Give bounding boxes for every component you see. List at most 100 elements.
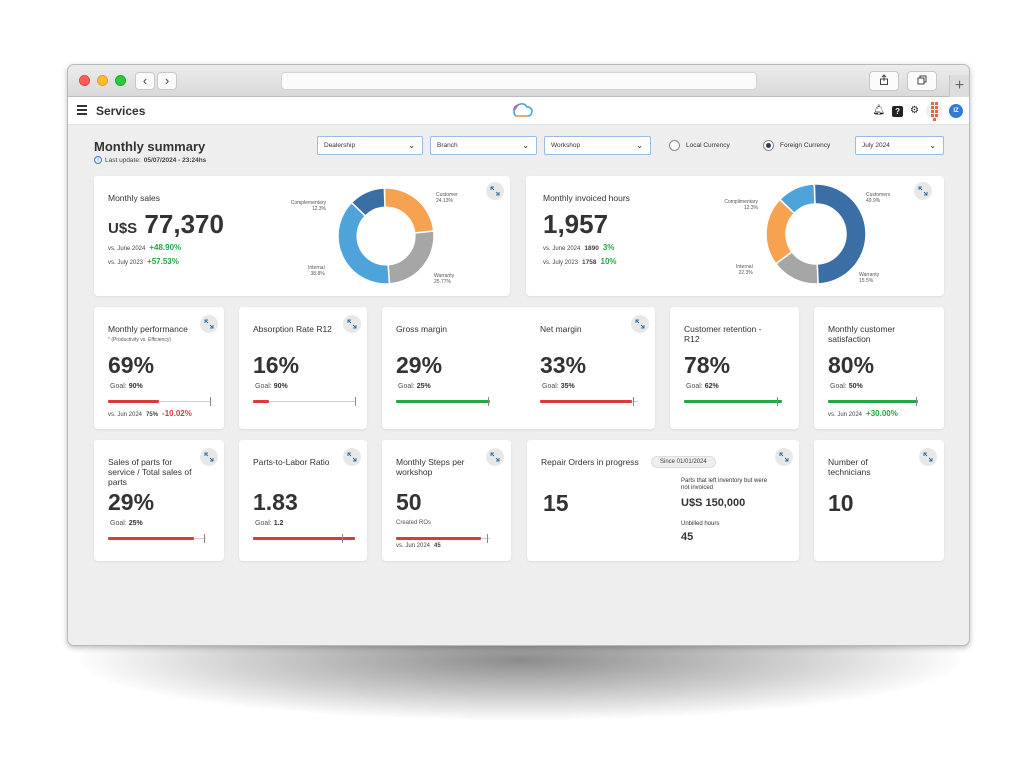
donut-label-complementary: Complementary 12.3% xyxy=(290,200,326,212)
parts-sales-card: Sales of parts for service / Total sales… xyxy=(94,440,224,561)
card-title: Absorption Rate R12 xyxy=(253,324,332,334)
expand-icon[interactable] xyxy=(914,182,932,200)
expand-icon[interactable] xyxy=(919,448,937,466)
close-window-button[interactable] xyxy=(79,75,90,86)
branch-select[interactable]: Branch ⌄ xyxy=(430,136,537,155)
comparison-delta: +48.90% xyxy=(149,243,182,252)
goal-marker xyxy=(210,397,211,406)
parts-labor-card: Parts-to-Labor Ratio 1.83 Goal: 1.2 xyxy=(239,440,367,561)
menu-icon[interactable] xyxy=(77,105,87,117)
goal-marker xyxy=(342,534,343,543)
goal-marker xyxy=(355,397,356,406)
donut-slice-complimentary[interactable] xyxy=(778,183,816,215)
sales-value: U$S 77,370 xyxy=(108,209,224,240)
hours-donut-chart xyxy=(765,183,867,285)
expand-icon[interactable] xyxy=(486,182,504,200)
app-header: Services 🔔︎ ? ⚙︎ IZ xyxy=(68,97,969,125)
invoiced-hours-card: Monthly invoiced hours 1,957 vs. June 20… xyxy=(526,176,944,296)
progress-bar xyxy=(253,400,269,403)
dealership-select-label: Dealership xyxy=(324,142,356,149)
chevron-down-icon: ⌄ xyxy=(408,141,415,150)
subtitle-text: (Productivity vs. Efficiency) xyxy=(111,337,171,343)
technicians-card: Number of technicians 10 xyxy=(814,440,944,561)
browser-toolbar: ‹ › + xyxy=(68,65,969,97)
kpi-value: 10 xyxy=(828,490,854,516)
donut-slice-complementary[interactable] xyxy=(350,187,386,217)
comparison-july: vs. July 2023 1758 10% xyxy=(543,257,617,266)
comparison-value: 75% xyxy=(146,412,159,418)
foreign-currency-radio[interactable]: Foreign Currency xyxy=(763,140,830,151)
card-title: Parts-to-Labor Ratio xyxy=(253,457,330,467)
comparison-delta: -10.02% xyxy=(162,409,192,418)
goal-label: Goal: 50% xyxy=(830,383,863,390)
help-icon[interactable]: ? xyxy=(892,105,904,117)
margins-card: Gross margin 29% Goal: 25% Net margin 33… xyxy=(382,307,655,429)
goal-marker xyxy=(487,534,488,543)
card-title: Monthly sales xyxy=(108,193,160,203)
donut-slice-internal[interactable] xyxy=(337,201,391,285)
card-title: Monthly customer satisfaction xyxy=(828,324,896,344)
net-margin-value: 33% xyxy=(540,352,587,378)
expand-icon[interactable] xyxy=(775,448,793,466)
hours-value: 1,957 xyxy=(543,209,609,239)
app-title: Services xyxy=(96,104,146,118)
unbilled-value: 45 xyxy=(681,531,694,543)
expand-icon[interactable] xyxy=(343,448,361,466)
workshop-select-label: Workshop xyxy=(551,142,581,149)
kpi-value: 80% xyxy=(828,352,875,378)
zoom-window-button[interactable] xyxy=(115,75,126,86)
workshop-select[interactable]: Workshop ⌄ xyxy=(544,136,651,155)
donut-label-customers: Customers 49.9% xyxy=(866,192,891,204)
apps-icon[interactable] xyxy=(926,101,942,121)
comparison-june: vs. June 2024 1890 3% xyxy=(543,243,614,252)
avatar[interactable]: IZ xyxy=(949,104,963,118)
expand-icon[interactable] xyxy=(343,315,361,333)
progress-track xyxy=(253,401,355,402)
comparison-label: vs. June 2024 xyxy=(108,246,146,252)
period-select-label: July 2024 xyxy=(862,142,890,149)
comparison-label: vs. Jun 2024 xyxy=(396,543,431,549)
forward-icon[interactable]: › xyxy=(157,72,177,90)
customer-satisfaction-card: Monthly customer satisfaction 80% Goal: … xyxy=(814,307,944,429)
progress-bar xyxy=(684,400,782,403)
donut-slice-customer[interactable] xyxy=(383,187,435,234)
goal-marker xyxy=(633,397,634,406)
period-select[interactable]: July 2024 ⌄ xyxy=(855,136,944,155)
comparison-value: 45 xyxy=(434,543,441,549)
last-update-value: 05/07/2024 - 23:24hs xyxy=(143,156,207,164)
minimize-window-button[interactable] xyxy=(97,75,108,86)
dealership-select[interactable]: Dealership ⌄ xyxy=(317,136,423,155)
local-currency-radio[interactable]: Local Currency xyxy=(669,140,730,151)
donut-slice-customers[interactable] xyxy=(813,183,867,285)
bell-icon[interactable]: 🔔︎ xyxy=(872,105,886,116)
kpi-value: 16% xyxy=(253,352,300,378)
absorption-rate-card: Absorption Rate R12 16% Goal: 90% xyxy=(239,307,367,429)
cloud-logo-icon xyxy=(511,101,533,124)
donut-label-warranty: Warranty 25.77% xyxy=(434,273,455,285)
progress-bar xyxy=(396,537,481,540)
donut-slice-warranty[interactable] xyxy=(387,230,435,285)
donut-label-internal: Internal 22.3% xyxy=(736,264,753,276)
tabs-icon[interactable] xyxy=(907,71,937,91)
expand-icon[interactable] xyxy=(200,315,218,333)
back-icon[interactable]: ‹ xyxy=(135,72,155,90)
radio-button[interactable] xyxy=(669,140,680,151)
radio-button-selected[interactable] xyxy=(763,140,774,151)
chevron-down-icon: ⌄ xyxy=(636,141,643,150)
new-tab-button[interactable]: + xyxy=(949,75,969,97)
kpi-value: 50 xyxy=(396,489,422,515)
monthly-sales-card: Monthly sales U$S 77,370 vs. June 2024 +… xyxy=(94,176,510,296)
comparison: vs. Jun 2024 75% -10.02% xyxy=(108,409,192,418)
share-icon[interactable] xyxy=(869,71,899,91)
address-bar[interactable] xyxy=(281,72,757,90)
expand-icon[interactable] xyxy=(486,448,504,466)
comparison: vs. Jun 2024 +30.00% xyxy=(828,409,898,418)
kpi-value: 15 xyxy=(543,490,569,516)
expand-icon[interactable] xyxy=(631,315,649,333)
expand-icon[interactable] xyxy=(200,448,218,466)
gear-icon[interactable]: ⚙︎ xyxy=(910,105,919,116)
comparison: vs. Jun 2024 45 xyxy=(396,543,441,549)
progress-track xyxy=(108,401,210,402)
customer-retention-card: Customer retention - R12 78% Goal: 62% xyxy=(670,307,799,429)
comparison-delta: 10% xyxy=(600,257,617,266)
